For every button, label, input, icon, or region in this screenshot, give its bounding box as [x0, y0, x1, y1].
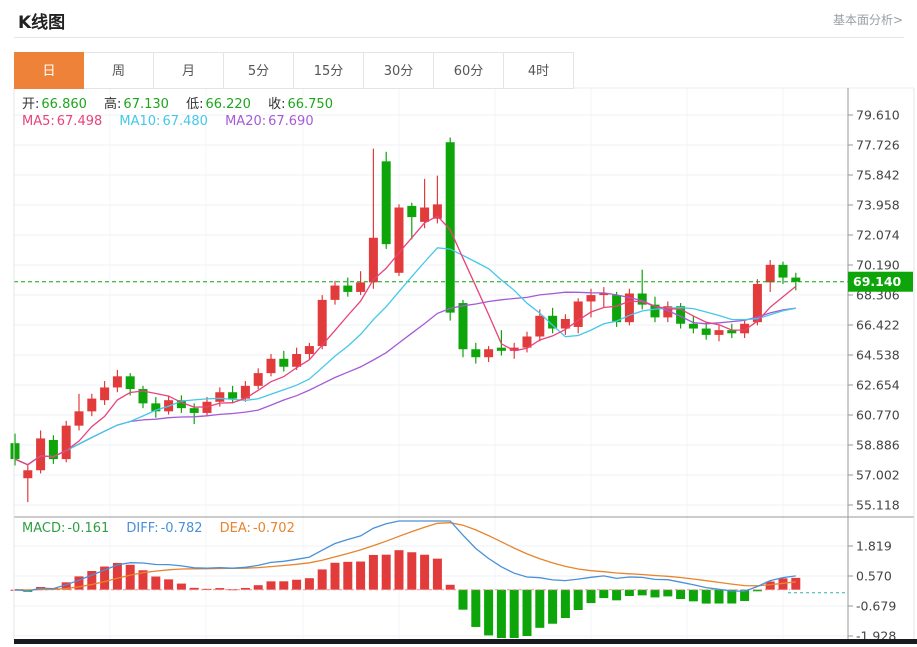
svg-text:1.819: 1.819 — [856, 539, 892, 554]
tab-60min[interactable]: 60分 — [434, 52, 504, 89]
tab-15min[interactable]: 15分 — [294, 52, 364, 89]
tab-day[interactable]: 日 — [14, 52, 84, 89]
tab-30min[interactable]: 30分 — [364, 52, 434, 89]
svg-text:0.570: 0.570 — [856, 569, 892, 584]
svg-text:70.190: 70.190 — [856, 258, 900, 273]
tab-4hour[interactable]: 4时 — [504, 52, 574, 89]
ma10-value: 67.480 — [162, 114, 208, 129]
svg-text:62.654: 62.654 — [856, 378, 900, 393]
page-title: K线图 — [18, 13, 66, 33]
macd-value: -0.161 — [67, 521, 110, 536]
dea-label: DEA: — [219, 521, 251, 536]
high-value: 67.130 — [123, 97, 169, 112]
close-value: 66.750 — [287, 97, 333, 112]
open-label: 开: — [22, 97, 40, 112]
svg-text:55.118: 55.118 — [856, 498, 900, 513]
dea-value: -0.702 — [252, 521, 295, 536]
ma5-value: 67.498 — [56, 114, 103, 129]
ma20-label: MA20: — [225, 114, 267, 129]
svg-text:-0.679: -0.679 — [856, 599, 896, 614]
close-label: 收: — [268, 97, 286, 112]
svg-text:66.422: 66.422 — [856, 318, 900, 333]
diff-value: -0.782 — [160, 521, 203, 536]
open-value: 66.860 — [41, 97, 87, 112]
low-label: 低: — [186, 97, 204, 112]
ohlc-row: 开: 66.860 高: 67.130 低: 66.220 收: 66.750 — [22, 93, 346, 112]
svg-text:75.842: 75.842 — [856, 168, 900, 183]
ma-legend: MA5: 67.498 MA10: 67.480 MA20: 67.690 — [22, 114, 327, 129]
macd-legend: MACD: -0.161 DIFF: -0.782 DEA: -0.702 — [22, 521, 308, 536]
period-tabs: 日周月 5分 15分 30分 60分 4时 — [14, 52, 574, 89]
svg-text:64.538: 64.538 — [856, 348, 900, 363]
macd-label: MACD: — [22, 521, 66, 536]
tab-month[interactable]: 月 — [154, 52, 224, 89]
high-label: 高: — [104, 97, 122, 112]
svg-text:72.074: 72.074 — [856, 228, 900, 243]
svg-text:69.140: 69.140 — [853, 274, 902, 289]
svg-text:57.002: 57.002 — [856, 468, 900, 483]
low-value: 66.220 — [205, 97, 251, 112]
header-divider — [14, 37, 904, 38]
svg-text:77.726: 77.726 — [856, 138, 900, 153]
svg-text:73.958: 73.958 — [856, 198, 900, 213]
svg-text:79.610: 79.610 — [856, 108, 900, 123]
tab-5min[interactable]: 5分 — [224, 52, 294, 89]
ma10-label: MA10: — [119, 114, 161, 129]
svg-text:58.886: 58.886 — [856, 438, 900, 453]
fundamental-analysis-link[interactable]: 基本面分析> — [832, 13, 903, 27]
tab-week[interactable]: 周 — [84, 52, 154, 89]
diff-label: DIFF: — [126, 521, 159, 536]
ma20-value: 67.690 — [268, 114, 314, 129]
ma5-label: MA5: — [22, 114, 55, 129]
svg-text:60.770: 60.770 — [856, 408, 900, 423]
